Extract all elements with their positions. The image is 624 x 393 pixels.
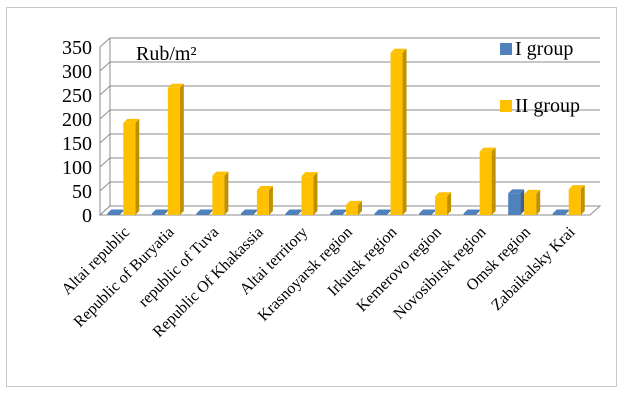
bar-group-ii: [524, 189, 541, 215]
bar-group-ii: [390, 48, 407, 216]
bar-group-ii: [346, 200, 362, 215]
y-tick-label: 350: [62, 37, 92, 59]
bar-group-ii: [256, 186, 273, 215]
bar-group-i: [285, 209, 302, 215]
bar-group-i: [330, 209, 346, 215]
y-tick-label: 50: [72, 181, 92, 203]
bar-group-ii: [479, 147, 496, 215]
gridline-side: [99, 109, 111, 120]
legend: I group II group: [500, 38, 580, 117]
bar-group-ii: [435, 192, 452, 215]
legend-swatch: [500, 43, 512, 55]
y-tick-label: 100: [62, 157, 92, 179]
y-tick-label: 0: [82, 205, 92, 227]
bar-group-i: [508, 189, 525, 215]
bar-group-ii: [301, 172, 318, 215]
bar-group-ii: [123, 118, 140, 215]
x-category-label: republic of Tuva: [135, 224, 222, 311]
gridline-side: [99, 181, 111, 192]
legend-label: II group: [515, 95, 580, 117]
bar-group-ii: [212, 171, 229, 215]
bar-group-i: [374, 209, 391, 215]
bar-group-i: [419, 209, 436, 215]
y-tick-label: 150: [62, 133, 92, 155]
gridline-side: [99, 133, 111, 144]
legend-label: I group: [515, 38, 573, 60]
bar-group-i: [196, 209, 213, 215]
bar-group-i: [107, 209, 124, 215]
x-category-label: Zabaikalsky Krai: [488, 223, 579, 314]
bar-group-i: [240, 209, 257, 215]
y-tick-label: 200: [62, 109, 92, 131]
y-tick-label: 250: [62, 85, 92, 107]
unit-label: Rub/m²: [136, 43, 196, 65]
bar-group-ii: [167, 83, 184, 215]
bar-group-i: [151, 209, 168, 215]
gridline-side: [99, 157, 111, 168]
gridline-side: [99, 61, 111, 72]
y-tick-label: 300: [62, 61, 92, 83]
gridline-side: [99, 85, 111, 96]
bar-group-ii: [568, 185, 585, 215]
bars: [107, 48, 585, 216]
bar-group-i: [552, 209, 569, 215]
bar-group-i: [463, 209, 480, 215]
legend-swatch: [500, 100, 512, 112]
gridline-side: [99, 37, 111, 48]
